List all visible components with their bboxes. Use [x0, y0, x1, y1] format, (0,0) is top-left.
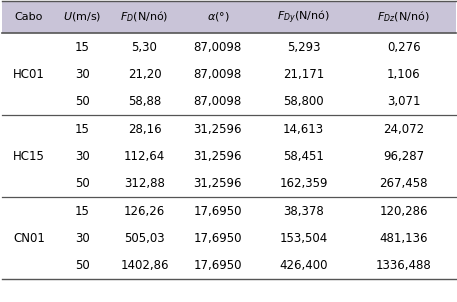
Text: 58,451: 58,451 [283, 150, 324, 163]
Text: 3,071: 3,071 [387, 95, 420, 108]
Text: Cabo: Cabo [15, 12, 43, 22]
Text: HC15: HC15 [13, 150, 45, 163]
Text: 17,6950: 17,6950 [194, 204, 242, 217]
Text: 28,16: 28,16 [128, 123, 161, 136]
Text: 1,106: 1,106 [387, 68, 420, 81]
Text: CN01: CN01 [13, 232, 45, 245]
Text: 21,20: 21,20 [128, 68, 161, 81]
Text: 17,6950: 17,6950 [194, 232, 242, 245]
Text: 126,26: 126,26 [124, 204, 165, 217]
Text: 5,30: 5,30 [132, 40, 158, 53]
Text: 58,800: 58,800 [283, 95, 324, 108]
Text: $\it{\alpha}$(°): $\it{\alpha}$(°) [207, 11, 229, 24]
Text: 30: 30 [75, 232, 90, 245]
Text: 30: 30 [75, 150, 90, 163]
Text: 5,293: 5,293 [287, 40, 320, 53]
Text: 505,03: 505,03 [124, 232, 165, 245]
Text: 58,88: 58,88 [128, 95, 161, 108]
Text: 312,88: 312,88 [124, 177, 165, 190]
Text: 481,136: 481,136 [379, 232, 428, 245]
Text: 50: 50 [75, 177, 90, 190]
Text: 87,0098: 87,0098 [194, 68, 242, 81]
Text: 153,504: 153,504 [280, 232, 328, 245]
Text: 30: 30 [75, 68, 90, 81]
Text: 1336,488: 1336,488 [376, 259, 431, 272]
Text: 31,2596: 31,2596 [194, 123, 242, 136]
Text: 50: 50 [75, 259, 90, 272]
Text: 87,0098: 87,0098 [194, 40, 242, 53]
Text: 96,287: 96,287 [383, 150, 424, 163]
Text: 31,2596: 31,2596 [194, 150, 242, 163]
Text: 17,6950: 17,6950 [194, 259, 242, 272]
Text: 87,0098: 87,0098 [194, 95, 242, 108]
Bar [2, 1, 456, 34]
Text: 38,378: 38,378 [283, 204, 324, 217]
Text: 162,359: 162,359 [279, 177, 328, 190]
Text: $\it{F_{Dz}}$(N/nó): $\it{F_{Dz}}$(N/nó) [377, 10, 430, 24]
Text: 112,64: 112,64 [124, 150, 165, 163]
Text: 14,613: 14,613 [283, 123, 324, 136]
Text: 267,458: 267,458 [379, 177, 428, 190]
Text: 15: 15 [75, 204, 90, 217]
Text: 24,072: 24,072 [383, 123, 424, 136]
Text: HC01: HC01 [13, 68, 45, 81]
Text: $\it{F_{Dy}}$(N/nó): $\it{F_{Dy}}$(N/nó) [277, 8, 330, 26]
Text: $\it{U}$(m/s): $\it{U}$(m/s) [64, 11, 102, 24]
Text: 120,286: 120,286 [379, 204, 428, 217]
Text: 50: 50 [75, 95, 90, 108]
Text: 426,400: 426,400 [279, 259, 328, 272]
Text: 15: 15 [75, 40, 90, 53]
Text: 1402,86: 1402,86 [120, 259, 169, 272]
Text: 31,2596: 31,2596 [194, 177, 242, 190]
Text: $\it{F_D}$(N/nó): $\it{F_D}$(N/nó) [120, 10, 169, 24]
Text: 15: 15 [75, 123, 90, 136]
Text: 0,276: 0,276 [387, 40, 420, 53]
Text: 21,171: 21,171 [283, 68, 324, 81]
